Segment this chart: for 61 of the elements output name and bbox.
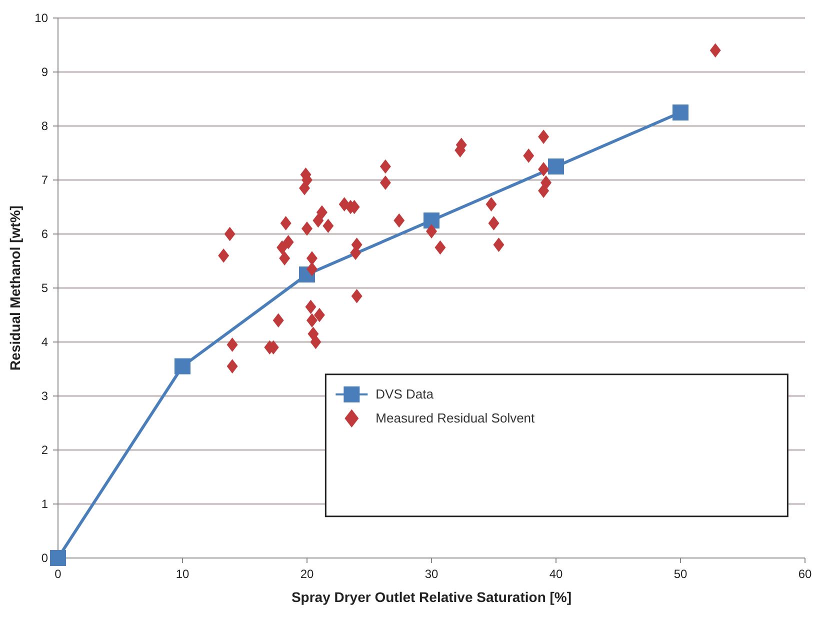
point	[538, 184, 550, 198]
point	[523, 148, 534, 163]
y-tick-label: 1	[41, 497, 48, 511]
point	[305, 300, 316, 314]
legend-label: Measured Residual Solvent	[376, 410, 536, 426]
y-tick-label: 0	[41, 551, 48, 565]
point	[279, 251, 290, 266]
point	[710, 43, 721, 58]
point	[218, 248, 230, 263]
point	[322, 218, 334, 234]
point	[174, 358, 190, 374]
point	[380, 159, 391, 174]
point	[548, 158, 564, 174]
point	[351, 288, 362, 304]
x-tick-label: 50	[674, 567, 688, 581]
x-axis-title: Spray Dryer Outlet Relative Saturation [%]	[291, 589, 572, 605]
point	[314, 308, 325, 322]
y-tick-label: 2	[41, 443, 48, 457]
point	[272, 313, 284, 328]
point	[316, 205, 328, 220]
y-tick-label: 10	[34, 11, 48, 25]
point	[312, 213, 324, 228]
y-tick-label: 3	[41, 389, 48, 403]
point	[493, 238, 504, 252]
point	[351, 238, 362, 252]
y-tick-label: 4	[41, 335, 48, 349]
point	[672, 104, 688, 120]
y-axis-title: Residual Methanol [wt%]	[7, 206, 23, 370]
point	[394, 213, 405, 228]
point	[50, 550, 66, 566]
point	[538, 130, 550, 144]
point	[306, 251, 318, 266]
point	[310, 334, 322, 350]
point	[276, 240, 288, 255]
y-tick-label: 8	[41, 119, 48, 133]
point	[306, 262, 318, 276]
point	[226, 359, 238, 374]
x-tick-label: 0	[54, 567, 62, 581]
point	[302, 221, 312, 236]
point	[426, 224, 437, 238]
point	[224, 226, 236, 242]
point	[282, 234, 294, 250]
point	[226, 338, 238, 352]
point	[486, 197, 497, 212]
point	[280, 216, 292, 230]
y-tick-label: 6	[41, 227, 48, 241]
y-tick-label: 7	[41, 173, 48, 187]
point	[380, 176, 391, 190]
x-tick-label: 10	[176, 567, 190, 581]
x-tick-label: 20	[300, 567, 314, 581]
point	[306, 313, 318, 328]
y-tick-label: 9	[41, 65, 48, 79]
x-tick-label: 30	[424, 567, 438, 581]
legend-label: DVS Data	[376, 386, 434, 402]
point	[434, 240, 446, 255]
point	[424, 212, 440, 228]
x-tick-label: 60	[798, 567, 812, 581]
point	[488, 216, 500, 230]
point	[538, 162, 550, 176]
x-tick-label: 40	[549, 567, 563, 581]
y-tick-label: 5	[41, 281, 48, 295]
